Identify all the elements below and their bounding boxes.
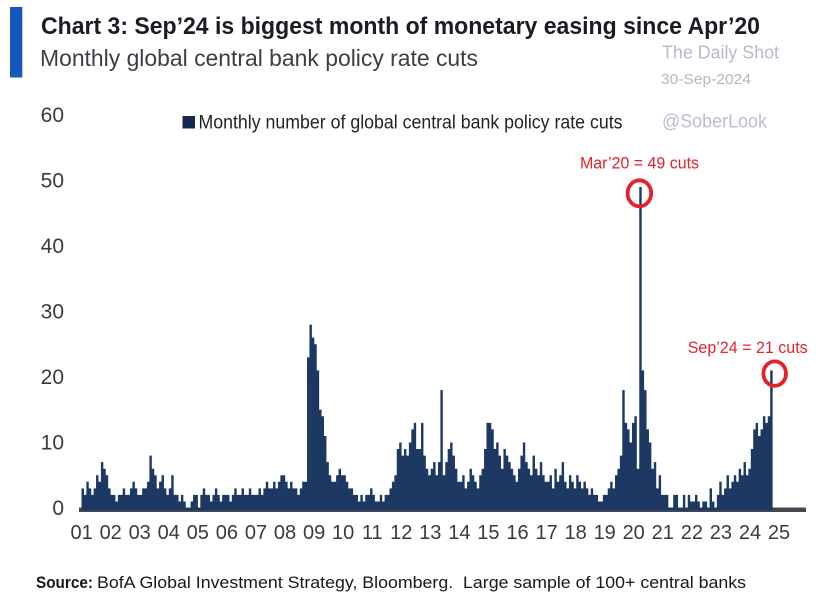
svg-text:04: 04 (158, 522, 180, 544)
svg-text:22: 22 (681, 522, 703, 544)
svg-text:19: 19 (594, 522, 616, 544)
svg-text:01: 01 (70, 522, 92, 544)
svg-text:@SoberLook: @SoberLook (662, 112, 767, 133)
svg-text:30-Sep-2024: 30-Sep-2024 (661, 71, 751, 88)
svg-text:12: 12 (390, 522, 412, 544)
svg-text:17: 17 (535, 522, 557, 544)
svg-text:The Daily Shot: The Daily Shot (662, 43, 779, 63)
svg-text:18: 18 (564, 522, 586, 544)
svg-text:Sep’24 = 21 cuts: Sep’24 = 21 cuts (688, 338, 808, 357)
svg-text:02: 02 (100, 522, 122, 544)
svg-text:25: 25 (768, 522, 790, 544)
svg-text:20: 20 (623, 522, 645, 544)
svg-text:09: 09 (303, 522, 325, 544)
svg-text:40: 40 (41, 235, 64, 258)
svg-text:BofA Global Investment Strateg: BofA Global Investment Strategy, Bloombe… (97, 574, 746, 592)
svg-text:08: 08 (274, 522, 296, 544)
svg-text:11: 11 (362, 522, 383, 544)
svg-text:0: 0 (52, 497, 64, 520)
svg-text:Mar’20 = 49 cuts: Mar’20 = 49 cuts (580, 153, 699, 172)
svg-text:03: 03 (129, 522, 151, 544)
svg-text:24: 24 (739, 522, 761, 544)
svg-text:14: 14 (448, 522, 470, 544)
svg-text:05: 05 (187, 522, 209, 544)
svg-text:10: 10 (332, 522, 354, 544)
svg-text:21: 21 (652, 522, 674, 544)
svg-text:60: 60 (41, 104, 64, 127)
svg-text:Source:: Source: (36, 574, 93, 592)
svg-text:Monthly global central bank po: Monthly global central bank policy rate … (40, 45, 478, 71)
svg-text:Monthly number of global centr: Monthly number of global central bank po… (199, 113, 623, 134)
svg-text:10: 10 (41, 432, 64, 455)
svg-text:23: 23 (710, 522, 732, 544)
svg-text:06: 06 (216, 522, 238, 544)
svg-text:07: 07 (245, 522, 267, 544)
svg-text:30: 30 (41, 301, 64, 324)
svg-text:20: 20 (41, 366, 64, 389)
svg-text:16: 16 (506, 522, 528, 544)
svg-text:13: 13 (419, 522, 441, 544)
svg-text:50: 50 (41, 169, 64, 192)
svg-text:Chart 3: Sep’24 is biggest mon: Chart 3: Sep’24 is biggest month of mone… (41, 13, 760, 40)
svg-text:15: 15 (477, 522, 499, 544)
